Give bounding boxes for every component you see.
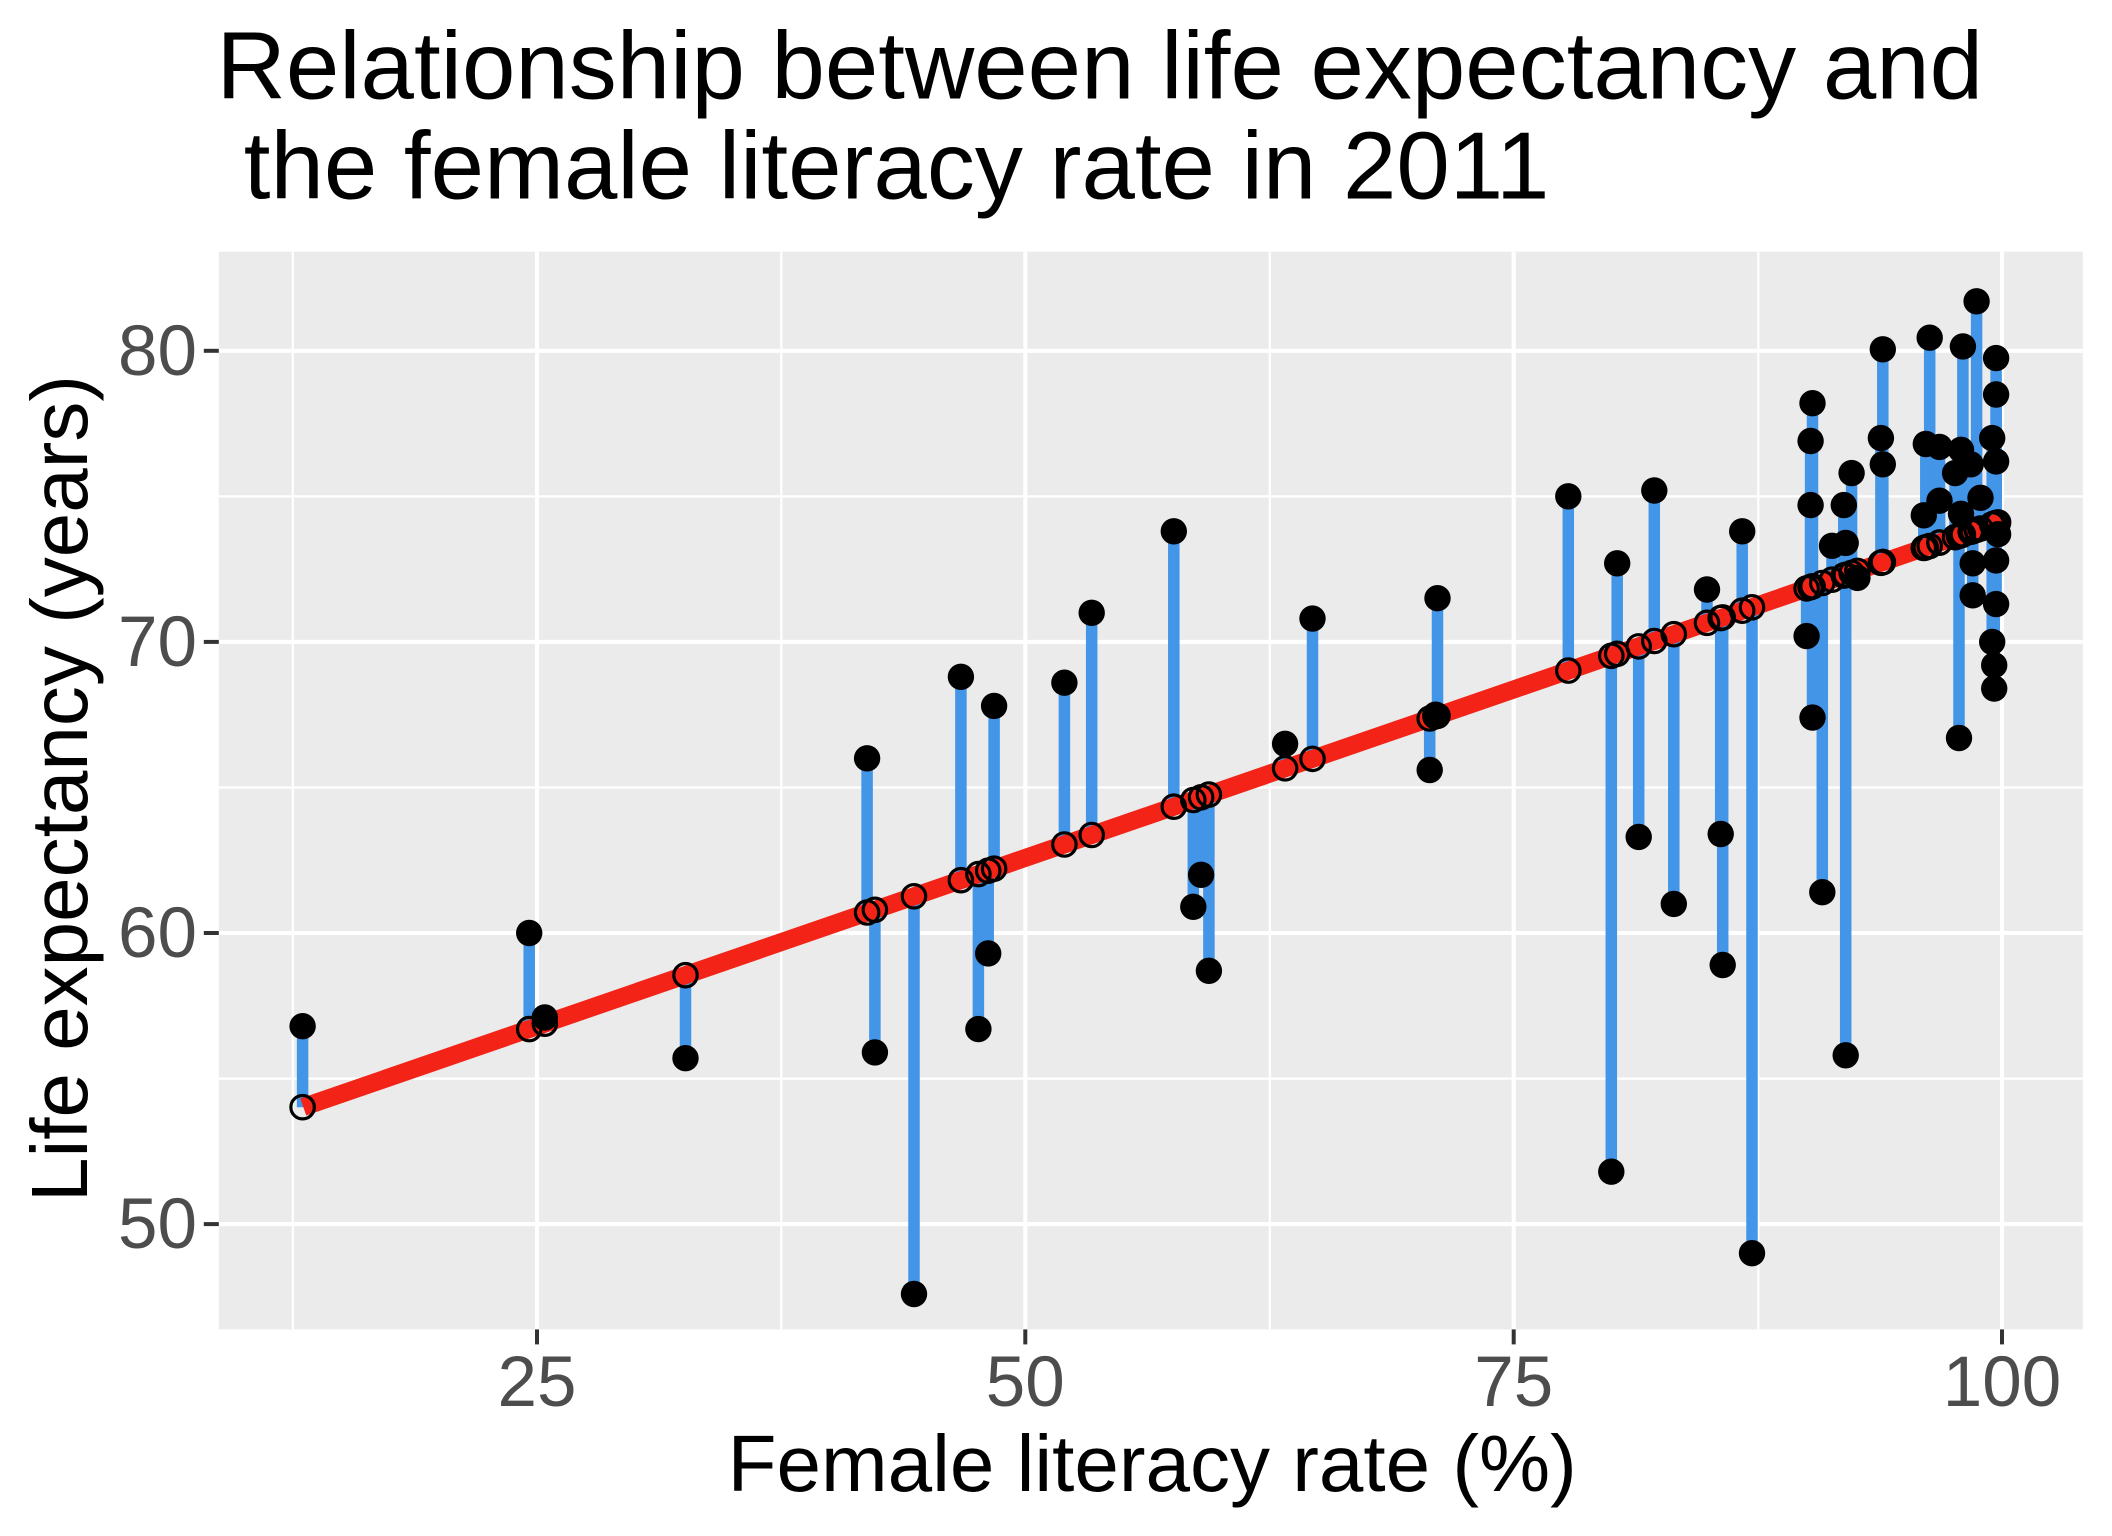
- svg-text:Life expectancy (years): Life expectancy (years): [15, 375, 104, 1202]
- svg-text:Female literacy rate (%): Female literacy rate (%): [728, 1419, 1577, 1508]
- svg-text:75: 75: [1474, 1343, 1553, 1422]
- svg-text:the female literacy rate in 20: the female literacy rate in 2011: [244, 113, 1550, 220]
- svg-text:Relationship between life expe: Relationship between life expectancy and: [217, 12, 1983, 119]
- svg-text:70: 70: [118, 603, 197, 682]
- svg-text:80: 80: [118, 312, 197, 391]
- svg-text:50: 50: [986, 1343, 1065, 1422]
- svg-text:100: 100: [1943, 1343, 2061, 1422]
- svg-text:50: 50: [118, 1185, 197, 1264]
- svg-text:25: 25: [498, 1343, 577, 1422]
- svg-text:60: 60: [118, 894, 197, 973]
